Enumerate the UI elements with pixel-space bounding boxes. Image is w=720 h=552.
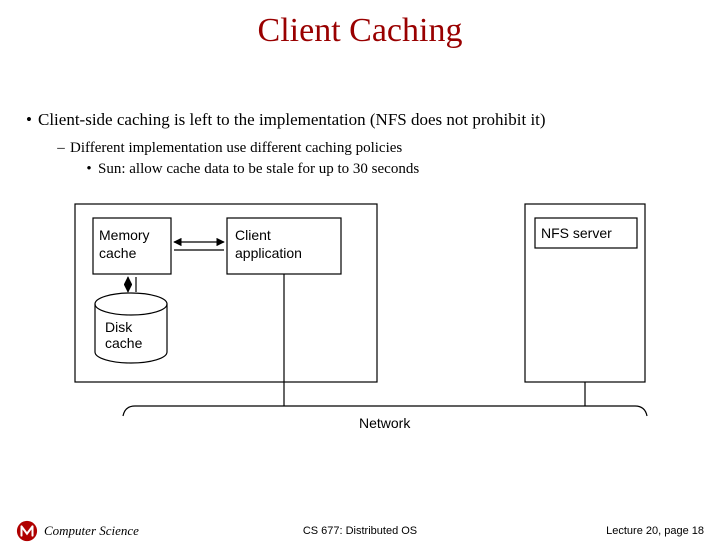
diagram-container: Memory cache Client application NFS server Di… xyxy=(0,196,720,431)
footer-left-text: Computer Science xyxy=(44,523,139,539)
bullet-text-3: Sun: allow cache data to be stale for up… xyxy=(98,161,419,178)
bullet-dot-small: • xyxy=(80,161,98,178)
umass-logo-icon xyxy=(16,520,38,542)
bullet-dot: • xyxy=(20,110,38,130)
bullet-list: • Client-side caching is left to the imp… xyxy=(20,110,700,178)
footer-right-text: Lecture 20, page 18 xyxy=(475,525,704,537)
svg-text:NFS server: NFS server xyxy=(541,225,612,241)
svg-text:Client: Client xyxy=(235,227,271,243)
svg-text:Network: Network xyxy=(359,415,411,431)
bullet-dash: – xyxy=(52,140,70,157)
svg-text:Memory: Memory xyxy=(99,227,150,243)
footer-center-text: CS 677: Distributed OS xyxy=(245,525,474,537)
svg-text:Disk: Disk xyxy=(105,319,133,335)
bullet-text-2: Different implementation use different c… xyxy=(70,140,402,157)
footer-left: Computer Science xyxy=(16,520,245,542)
svg-text:cache: cache xyxy=(99,245,137,261)
slide-footer: Computer Science CS 677: Distributed OS … xyxy=(0,520,720,542)
bullet-level-3: • Sun: allow cache data to be stale for … xyxy=(80,161,700,178)
bullet-text-1: Client-side caching is left to the imple… xyxy=(38,110,546,130)
slide-title: Client Caching xyxy=(0,12,720,50)
bullet-level-1: • Client-side caching is left to the imp… xyxy=(20,110,700,130)
nfs-caching-diagram: Memory cache Client application NFS server Di… xyxy=(65,196,655,431)
bullet-level-2: – Different implementation use different… xyxy=(52,140,700,157)
svg-text:application: application xyxy=(235,245,302,261)
svg-text:cache: cache xyxy=(105,335,143,351)
